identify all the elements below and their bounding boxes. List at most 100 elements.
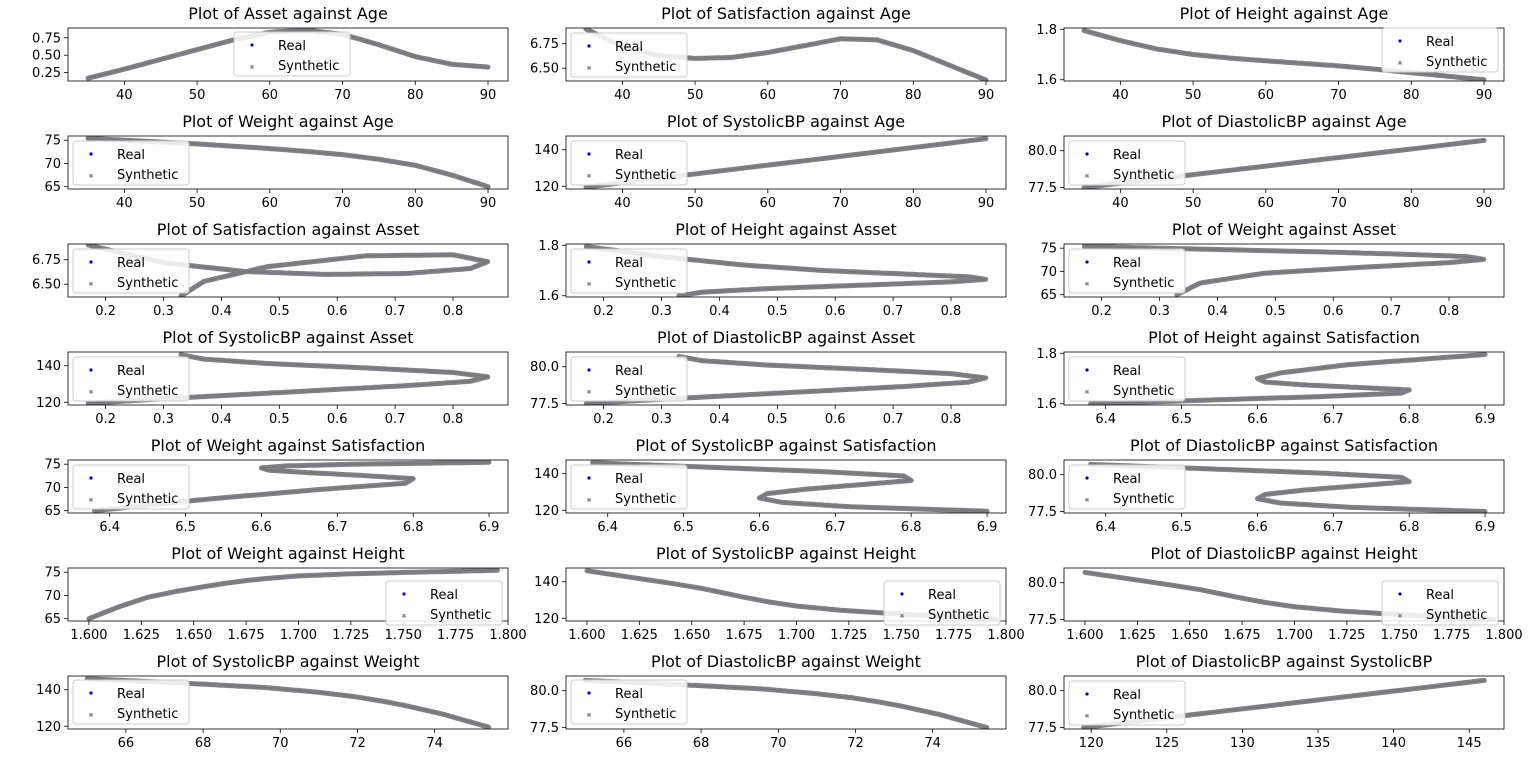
legend: Real ✖ Synthetic xyxy=(1381,27,1499,73)
x-tick-label: 6.9 xyxy=(479,520,500,535)
legend-box xyxy=(883,580,1001,626)
legend-box xyxy=(72,679,190,725)
legend-box xyxy=(1381,27,1499,73)
x-tick-label: 80 xyxy=(905,88,922,103)
y-tick-label: 140 xyxy=(534,467,559,482)
synthetic-series xyxy=(583,353,989,405)
legend: Real ✖ Synthetic xyxy=(1068,356,1186,402)
legend-synthetic-label: Synthetic xyxy=(1426,608,1487,623)
subplot-14: Plot of SystolicBP against Satisfaction 6… xyxy=(534,436,1007,535)
subplot-16: Plot of Weight against Height 1.600 1.625 1… xyxy=(44,544,526,643)
legend-synthetic-marker: ✖ xyxy=(586,497,591,504)
legend-synthetic-label: Synthetic xyxy=(117,707,178,722)
synthetic-series xyxy=(85,352,491,405)
x-tick-label: 40 xyxy=(614,196,631,211)
x-tick-label: 40 xyxy=(614,88,631,103)
legend-real-marker xyxy=(250,43,254,47)
legend: Real ✖ Synthetic xyxy=(1068,248,1186,294)
x-tick-label: 1.750 xyxy=(883,628,920,643)
x-tick-label: 90 xyxy=(1476,88,1493,103)
legend-box xyxy=(385,580,503,626)
real-series xyxy=(87,678,489,728)
legend-synthetic-marker: ✖ xyxy=(586,389,591,396)
x-tick-label: 1.750 xyxy=(1381,628,1418,643)
x-tick-label: 1.625 xyxy=(1119,628,1156,643)
x-tick-label: 1.675 xyxy=(227,628,264,643)
legend-box xyxy=(72,248,190,294)
subplot-title: Plot of Weight against Age xyxy=(182,112,394,131)
legend-real-label: Real xyxy=(928,588,956,603)
y-tick-label: 77.5 xyxy=(530,397,559,412)
legend-box xyxy=(1068,464,1186,510)
legend: Real ✖ Synthetic xyxy=(1068,140,1186,186)
real-series xyxy=(87,29,489,79)
legend-real-marker xyxy=(1398,39,1402,43)
synthetic-series xyxy=(584,568,998,621)
legend-real-label: Real xyxy=(117,472,145,487)
legend-box xyxy=(1068,680,1186,726)
subplot-title: Plot of DiastolicBP against Age xyxy=(1161,112,1406,131)
x-tick-label: 1.675 xyxy=(725,628,762,643)
x-tick-label: 6.4 xyxy=(1095,520,1116,535)
legend-real-label: Real xyxy=(1426,588,1454,603)
legend-real-label: Real xyxy=(430,588,458,603)
x-tick-label: 90 xyxy=(1476,196,1493,211)
legend-box xyxy=(1381,580,1499,626)
x-tick-label: 0.4 xyxy=(211,304,232,319)
legend-synthetic-marker: ✖ xyxy=(1084,389,1089,396)
y-tick-label: 80.0 xyxy=(1028,144,1057,159)
x-tick-label: 6.9 xyxy=(1475,412,1496,427)
x-tick-label: 90 xyxy=(978,196,995,211)
x-tick-label: 0.6 xyxy=(825,304,846,319)
y-tick-label: 77.5 xyxy=(1028,181,1057,196)
x-tick-label: 6.9 xyxy=(1475,520,1496,535)
axes-frame xyxy=(1063,459,1505,514)
legend-real-label: Real xyxy=(278,39,306,54)
legend: Real ✖ Synthetic xyxy=(570,464,688,510)
y-tick-label: 120 xyxy=(534,612,559,627)
x-tick-label: 60 xyxy=(1258,88,1275,103)
real-series xyxy=(586,246,986,296)
x-tick-label: 1.800 xyxy=(489,628,526,643)
x-tick-label: 1.725 xyxy=(1328,628,1365,643)
legend-real-marker xyxy=(587,368,591,372)
x-tick-label: 1.800 xyxy=(1485,628,1522,643)
legend-synthetic-marker: ✖ xyxy=(1397,60,1402,67)
x-tick-label: 0.3 xyxy=(651,304,672,319)
subplot-title: Plot of Height against Age xyxy=(1180,4,1389,23)
legend-box xyxy=(72,140,190,186)
legend-synthetic-marker: ✖ xyxy=(88,281,93,288)
y-tick-label: 77.5 xyxy=(530,721,559,736)
axes-frame xyxy=(565,459,1007,514)
x-tick-label: 1.600 xyxy=(568,628,605,643)
subplot-6: Plot of DiastolicBP against Age 40 50 60 70 8… xyxy=(1028,112,1505,211)
legend-synthetic-label: Synthetic xyxy=(430,608,491,623)
x-tick-label: 80 xyxy=(1403,88,1420,103)
x-tick-label: 6.8 xyxy=(1399,412,1420,427)
x-tick-label: 1.700 xyxy=(1276,628,1313,643)
subplot-title: Plot of Height against Asset xyxy=(675,220,897,239)
legend-synthetic-marker: ✖ xyxy=(1084,173,1089,180)
x-tick-label: 60 xyxy=(760,88,777,103)
x-tick-label: 0.6 xyxy=(825,412,846,427)
legend: Real ✖ Synthetic xyxy=(233,31,351,77)
legend-synthetic-marker: ✖ xyxy=(401,613,406,620)
x-tick-label: 1.625 xyxy=(621,628,658,643)
subplot-4: Plot of Weight against Age 40 50 60 70 80 90 65… xyxy=(44,112,509,211)
x-tick-label: 6.7 xyxy=(1323,412,1344,427)
axes-frame xyxy=(1063,567,1505,622)
synthetic-series xyxy=(1082,569,1496,621)
legend-synthetic-label: Synthetic xyxy=(117,492,178,507)
x-tick-label: 80 xyxy=(1403,196,1420,211)
legend-synthetic-label: Synthetic xyxy=(117,168,178,183)
x-tick-label: 135 xyxy=(1306,736,1331,751)
axes-frame xyxy=(565,243,1007,298)
x-tick-label: 0.6 xyxy=(1323,304,1344,319)
legend: Real ✖ Synthetic xyxy=(570,32,688,78)
synthetic-series xyxy=(1088,461,1488,513)
legend-box xyxy=(570,248,688,294)
legend-synthetic-marker: ✖ xyxy=(88,497,93,504)
x-tick-label: 80 xyxy=(407,196,424,211)
legend-synthetic-label: Synthetic xyxy=(117,384,178,399)
legend-box xyxy=(233,31,351,77)
